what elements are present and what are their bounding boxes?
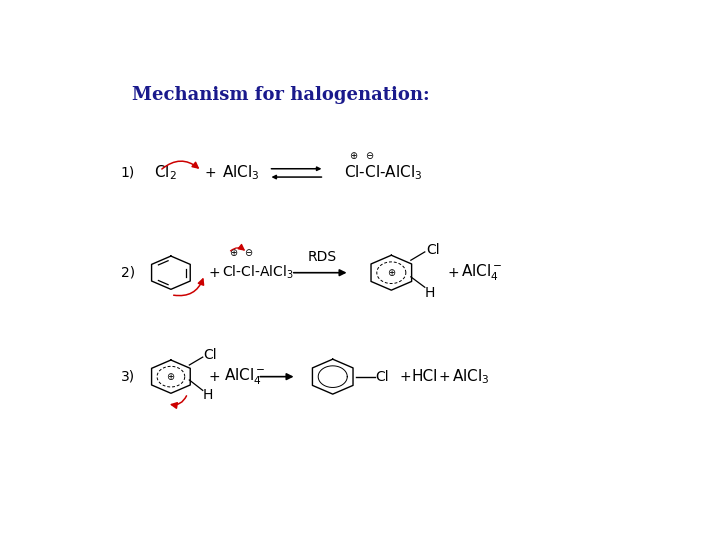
Text: AlCl$_4^-$: AlCl$_4^-$ [224,367,266,387]
Text: Cl-Cl-AlCl$_3$: Cl-Cl-AlCl$_3$ [344,164,422,183]
Text: Mechanism for halogenation:: Mechanism for halogenation: [132,85,429,104]
Text: RDS: RDS [307,250,337,264]
Text: $\oplus$: $\oplus$ [229,247,238,258]
Text: 3): 3) [121,370,135,383]
Text: Cl-Cl-AlCl$_3$: Cl-Cl-AlCl$_3$ [222,264,294,281]
Text: +: + [447,266,459,280]
Text: $\ominus$: $\ominus$ [366,150,374,161]
Text: $\oplus$: $\oplus$ [348,150,358,161]
Text: +: + [400,370,411,383]
Text: +: + [204,166,216,180]
Text: 2): 2) [121,266,135,280]
Text: HCl: HCl [412,369,438,384]
Text: H: H [203,388,213,402]
Text: Cl$_2$: Cl$_2$ [154,164,177,183]
Text: +: + [209,266,220,280]
Text: AlCl$_3$: AlCl$_3$ [222,164,260,183]
Text: $\oplus$: $\oplus$ [166,371,176,382]
Text: 1): 1) [121,166,135,180]
Text: H: H [425,286,435,300]
Text: Cl: Cl [426,243,439,257]
Text: $\ominus$: $\ominus$ [244,247,253,258]
Text: +: + [209,370,220,383]
Text: +: + [438,370,451,383]
Text: Cl: Cl [376,370,390,383]
Text: $\oplus$: $\oplus$ [387,267,396,278]
Text: AlCl$_3$: AlCl$_3$ [451,367,489,386]
Text: AlCl$_4^-$: AlCl$_4^-$ [461,262,503,283]
Text: Cl: Cl [203,348,217,362]
